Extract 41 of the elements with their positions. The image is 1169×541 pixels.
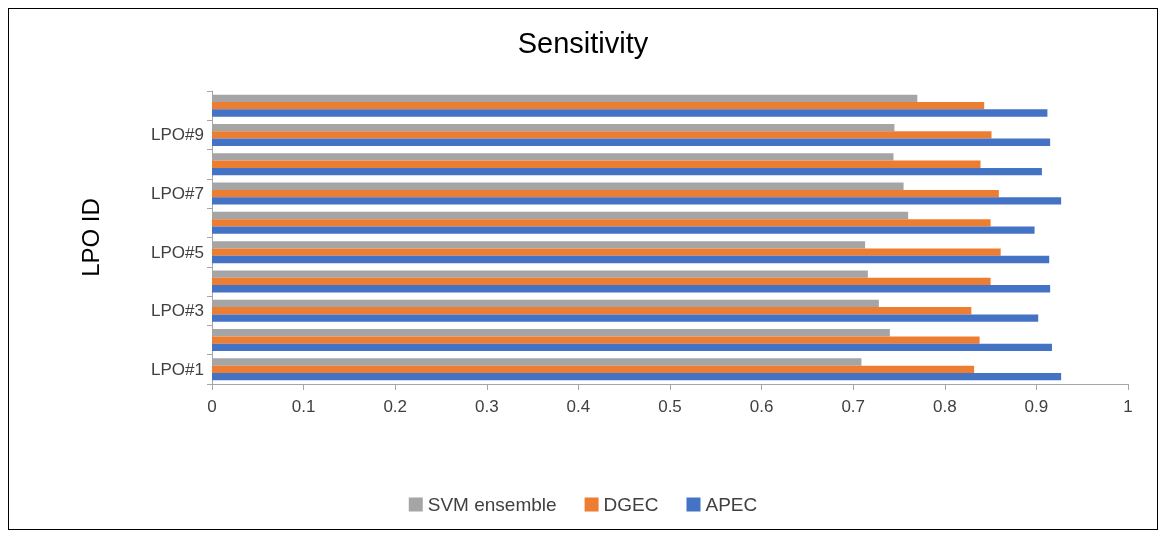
bar [212, 226, 1035, 234]
x-tick-label: 0.6 [749, 397, 774, 416]
y-axis-title: LPO ID [76, 198, 104, 277]
x-tick-label: 0.2 [383, 397, 408, 416]
bar [212, 285, 1051, 293]
bar [212, 314, 1039, 322]
legend-label: APEC [705, 494, 758, 515]
bar [212, 189, 999, 198]
x-tick-label: 0.4 [566, 397, 591, 416]
bar [212, 373, 1062, 381]
x-tick-label: 0.7 [841, 397, 866, 416]
bar [212, 131, 992, 139]
x-tick-label: 0.9 [1024, 397, 1049, 416]
x-tick-label: 0.5 [658, 397, 682, 416]
x-tick-label: 1 [1123, 397, 1133, 416]
y-tick-label: LPO#7 [151, 184, 204, 204]
bar [212, 248, 1001, 256]
bar [212, 160, 981, 168]
bar [212, 219, 991, 227]
bar [212, 307, 972, 315]
bar [212, 109, 1048, 117]
y-tick-label: LPO#3 [151, 301, 204, 321]
bar [212, 343, 1052, 352]
chart-title: Sensitivity [517, 26, 649, 59]
x-tick-label: 0 [207, 397, 217, 416]
bar [212, 255, 1050, 264]
y-tick-label: LPO#1 [151, 359, 204, 379]
y-tick-label: LPO#5 [151, 242, 204, 262]
bar [212, 197, 1062, 205]
legend-label: SVM ensemble [427, 494, 557, 515]
x-tick-label: 0.8 [932, 397, 957, 416]
bar [212, 101, 985, 110]
bar [212, 336, 980, 344]
bar [212, 277, 991, 286]
bar [212, 365, 975, 374]
legend-label: DGEC [603, 494, 659, 515]
bar [212, 167, 1042, 176]
bar [212, 138, 1051, 146]
x-tick-label: 0.1 [291, 397, 316, 416]
y-tick-label: LPO#9 [151, 125, 204, 145]
x-tick-label: 0.3 [474, 397, 499, 416]
